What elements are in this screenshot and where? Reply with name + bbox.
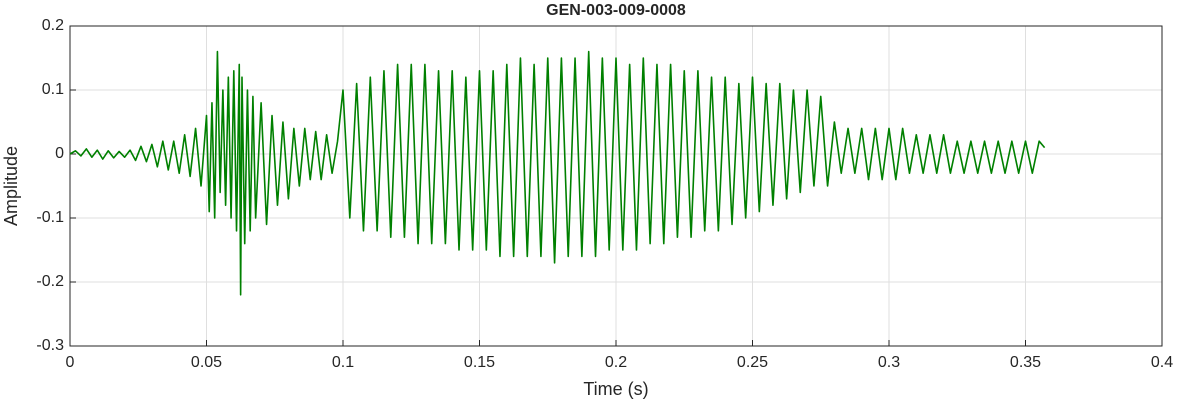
x-axis-label: Time (s) <box>583 379 648 399</box>
y-tick-label: -0.2 <box>36 273 64 290</box>
x-tick-label: 0 <box>66 354 75 371</box>
plot-frame <box>69 25 1163 347</box>
y-axis-label: Amplitude <box>1 146 21 226</box>
y-tick-label: 0.1 <box>42 81 64 98</box>
y-tick-label: -0.3 <box>36 337 64 354</box>
x-tick-label: 0.15 <box>464 354 495 371</box>
x-tick-label: 0.4 <box>1151 354 1173 371</box>
x-tick-label: 0.05 <box>191 354 222 371</box>
chart-title: GEN-003-009-0008 <box>546 2 686 19</box>
waveform-line <box>69 50 1046 296</box>
y-tick-label: -0.1 <box>36 209 64 226</box>
y-tick-label: 0.2 <box>42 17 64 34</box>
x-tick-label: 0.35 <box>1010 354 1041 371</box>
x-tick-label: 0.2 <box>605 354 627 371</box>
x-tick-label: 0.3 <box>878 354 900 371</box>
x-tick-label: 0.25 <box>737 354 768 371</box>
x-tick-label: 0.1 <box>332 354 354 371</box>
y-tick-label: 0 <box>55 145 64 162</box>
